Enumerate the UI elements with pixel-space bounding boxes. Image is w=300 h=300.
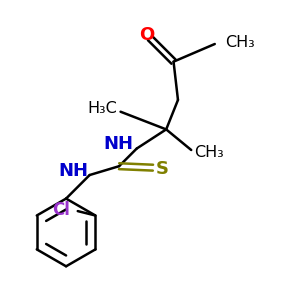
Text: Cl: Cl bbox=[52, 201, 70, 219]
Text: CH₃: CH₃ bbox=[194, 146, 224, 160]
Text: NH: NH bbox=[58, 162, 88, 180]
Text: O: O bbox=[140, 26, 155, 44]
Text: NH: NH bbox=[104, 135, 134, 153]
Text: H₃C: H₃C bbox=[88, 101, 118, 116]
Text: S: S bbox=[156, 160, 169, 178]
Text: CH₃: CH₃ bbox=[225, 35, 255, 50]
